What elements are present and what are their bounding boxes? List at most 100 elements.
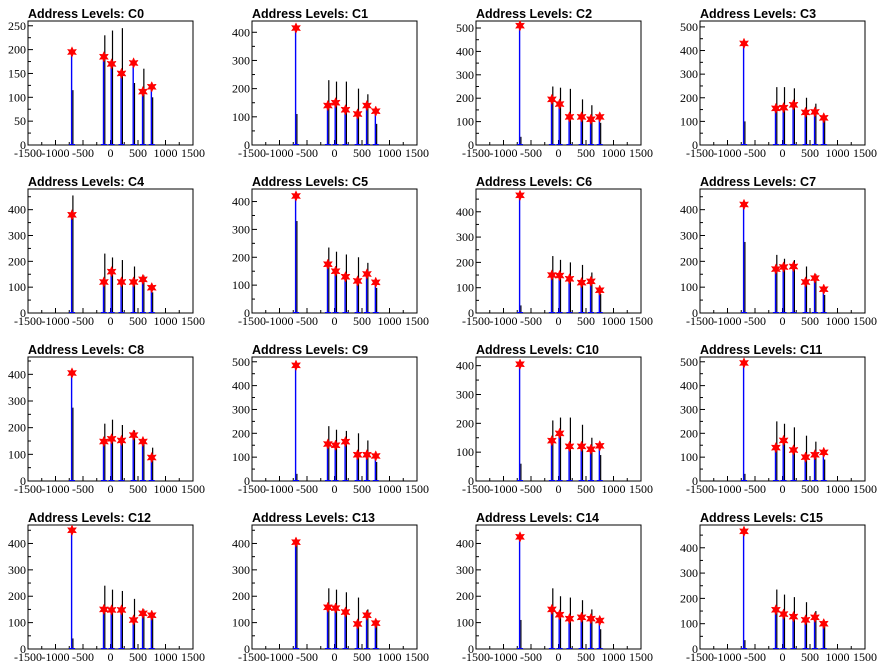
chart-svg: Address Levels: C8 0 100 200 300 400 -1500 -100… xyxy=(8,343,205,496)
chart-panel-c7: Address Levels: C7 0 100 200 300 400 -1500 -100… xyxy=(672,168,896,336)
peak-marker xyxy=(361,448,372,461)
y-tick-label: 400 xyxy=(680,541,698,555)
y-tick-label: 200 xyxy=(232,250,250,264)
peak-marker xyxy=(361,268,372,280)
x-tick-label: -500 xyxy=(72,650,94,664)
y-tick-label: 250 xyxy=(8,19,26,33)
x-tick-label: -500 xyxy=(296,314,318,328)
x-tick-label: 0 xyxy=(332,146,338,160)
x-tick-label: 1500 xyxy=(181,482,205,496)
peak-marker xyxy=(800,276,811,288)
y-tick-label: 200 xyxy=(680,591,698,605)
peak-marker xyxy=(818,283,829,296)
x-tick-label: 1500 xyxy=(629,314,653,328)
x-tick-label: 0 xyxy=(108,314,114,328)
peak-marker xyxy=(116,67,127,80)
y-tick-label: 100 xyxy=(8,280,26,294)
x-tick-label: 1000 xyxy=(378,146,402,160)
y-tick-label: 100 xyxy=(232,110,250,124)
chart-panel-c8: Address Levels: C8 0 100 200 300 400 -1500 -100… xyxy=(0,336,224,504)
x-tick-label: 1000 xyxy=(378,482,402,496)
peak-marker xyxy=(330,96,341,109)
peak-marker xyxy=(116,434,127,447)
y-tick-label: 0 xyxy=(20,474,26,488)
y-tick-label: 400 xyxy=(456,205,474,219)
peak-marker xyxy=(576,440,587,453)
peak-marker xyxy=(788,610,799,623)
chart-panel-c5: Address Levels: C5 0 100 200 300 400 -1500 -100… xyxy=(224,168,448,336)
x-tick-label: 500 xyxy=(129,650,147,664)
peak-marker xyxy=(594,614,605,627)
peak-marker xyxy=(322,99,333,112)
x-tick-label: -500 xyxy=(296,482,318,496)
chart-title: Address Levels: C2 xyxy=(476,7,592,21)
peak-marker xyxy=(554,427,565,440)
x-tick-label: 1000 xyxy=(154,482,178,496)
x-tick-label: -500 xyxy=(520,146,542,160)
y-tick-label: 100 xyxy=(680,114,698,128)
chart-title: Address Levels: C12 xyxy=(28,511,151,525)
y-tick-label: 100 xyxy=(456,115,474,129)
y-tick-label: 500 xyxy=(680,20,698,34)
y-tick-label: 200 xyxy=(680,254,698,268)
peak-marker xyxy=(66,209,78,221)
x-tick-label: 1500 xyxy=(405,314,429,328)
x-tick-label: 0 xyxy=(108,146,114,160)
chart-panel-c10: Address Levels: C10 0 100 200 300 400 -1500 -10… xyxy=(448,336,672,504)
x-tick-label: 1000 xyxy=(154,650,178,664)
x-tick-label: -1500 xyxy=(238,146,266,160)
x-tick-label: 500 xyxy=(801,650,819,664)
x-tick-label: 1500 xyxy=(853,482,877,496)
y-tick-label: 400 xyxy=(232,536,250,550)
chart-svg: Address Levels: C14 0 100 200 300 400 -1500 -10… xyxy=(456,511,653,664)
y-tick-label: 0 xyxy=(468,642,474,656)
peak-marker xyxy=(738,37,750,50)
peak-marker xyxy=(809,106,820,118)
y-tick-label: 0 xyxy=(20,306,26,320)
x-tick-label: 1000 xyxy=(378,314,402,328)
peak-marker xyxy=(128,57,139,69)
x-tick-label: 1500 xyxy=(629,482,653,496)
x-tick-label: 500 xyxy=(577,650,595,664)
x-tick-label: -1000 xyxy=(490,650,518,664)
x-tick-label: 500 xyxy=(129,482,147,496)
x-tick-label: 0 xyxy=(556,650,562,664)
x-tick-label: 1000 xyxy=(826,146,850,160)
x-tick-label: 1500 xyxy=(629,146,653,160)
peak-marker xyxy=(778,261,789,273)
peak-marker xyxy=(585,275,596,288)
x-tick-label: 1000 xyxy=(826,482,850,496)
y-tick-label: 100 xyxy=(680,617,698,631)
y-tick-label: 0 xyxy=(20,138,26,152)
peak-marker xyxy=(800,614,811,626)
x-tick-label: 1500 xyxy=(629,650,653,664)
peak-marker xyxy=(98,276,109,288)
peak-marker xyxy=(564,111,575,123)
peak-marker xyxy=(290,536,302,548)
peak-marker xyxy=(106,604,117,616)
chart-panel-c15: Address Levels: C15 0 100 200 300 400 -1500 -10… xyxy=(672,504,896,672)
y-tick-label: 400 xyxy=(456,536,474,550)
chart-title: Address Levels: C6 xyxy=(476,175,592,189)
peak-marker xyxy=(800,106,811,119)
peak-marker xyxy=(340,103,351,116)
peak-marker xyxy=(778,608,789,620)
x-tick-label: -500 xyxy=(72,314,94,328)
chart-panel-c3: Address Levels: C3 0 100 200 300 400 500 -1500-… xyxy=(672,0,896,168)
x-tick-label: 1000 xyxy=(154,146,178,160)
peak-marker xyxy=(564,612,575,625)
y-tick-label: 400 xyxy=(232,195,250,209)
x-tick-label: -1500 xyxy=(686,146,714,160)
y-tick-label: 200 xyxy=(8,421,26,435)
peak-marker xyxy=(340,270,351,283)
peak-marker xyxy=(66,367,78,379)
chart-title: Address Levels: C4 xyxy=(28,175,144,189)
peak-marker xyxy=(370,276,381,289)
peak-marker xyxy=(778,434,789,447)
peak-marker xyxy=(514,189,526,202)
peak-marker xyxy=(818,446,829,459)
chart-svg: Address Levels: C30100200300400500-1500-… xyxy=(680,7,877,160)
x-tick-label: 1000 xyxy=(602,314,626,328)
y-tick-label: 300 xyxy=(232,563,250,577)
chart-svg: Address Levels: C13 0 100 200 300 400 -1500 -10… xyxy=(232,511,429,664)
